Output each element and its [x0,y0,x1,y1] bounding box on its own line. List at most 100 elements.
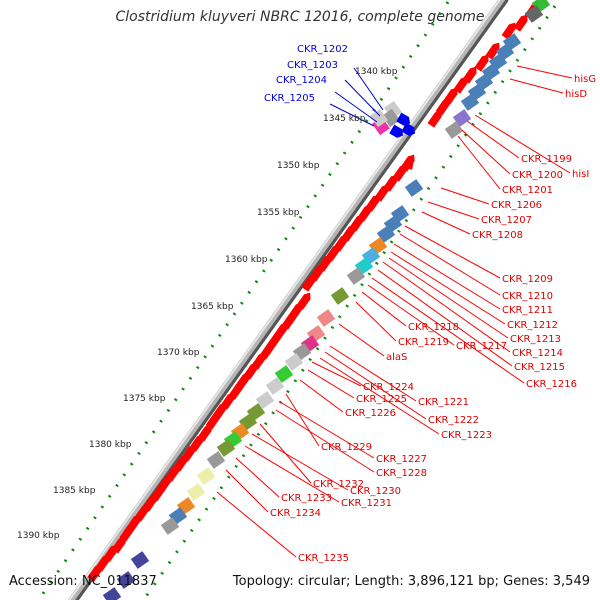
gene-label[interactable]: CKR_1205 [264,93,315,104]
scale-label: 1380 kbp [89,440,132,450]
reverse-gene-block [444,121,464,139]
label-leader-line [421,211,471,235]
label-leader-line [299,379,344,413]
reverse-gene-block [376,225,396,243]
gene-label[interactable]: CKR_1227 [376,454,427,465]
label-leader-line [319,357,440,435]
label-leader-line [225,469,269,513]
reverse-gene-block [346,267,366,285]
gene-label[interactable]: CKR_1232 [313,479,364,490]
reverse-strand-genes [102,0,551,600]
gene-label[interactable]: hisD [565,89,587,100]
label-leader-line [461,129,511,175]
forward-gene-arrow [427,110,442,128]
gene-label[interactable]: CKR_1200 [512,170,563,181]
gene-label[interactable]: CKR_1218 [408,322,459,333]
gene-label[interactable]: CKR_1204 [276,75,327,86]
gene-label[interactable]: CKR_1208 [472,230,523,241]
scale-label: 1350 kbp [277,161,320,171]
gene-label[interactable]: CKR_1215 [514,362,565,373]
label-leader-line [390,251,506,325]
gene-label[interactable]: CKR_1228 [376,468,427,479]
blue-gene-arrow [396,112,411,126]
gene-label[interactable]: CKR_1225 [356,394,407,405]
backbone-highlight [68,0,501,600]
gene-label[interactable]: CKR_1199 [521,154,572,165]
label-leader-line [251,433,349,491]
gene-label[interactable]: CKR_1234 [270,508,321,519]
scale-label: 1375 kbp [123,394,166,404]
gene-label[interactable]: CKR_1203 [287,60,338,71]
label-leader-line [388,257,509,339]
label-leader-line [329,103,375,127]
gene-label[interactable]: CKR_1211 [502,305,553,316]
label-leader-line [324,351,427,420]
blue-gene-arrow [389,124,404,138]
scale-label: 1345 kbp [323,114,366,124]
gene-label[interactable]: hisI [572,169,589,180]
reverse-gene-block [404,179,424,197]
gene-label[interactable]: CKR_1210 [502,291,553,302]
label-leader-lines [216,65,573,558]
gene-label[interactable]: CKR_1233 [281,493,332,504]
label-leader-line [307,369,355,399]
reverse-gene-block [452,109,472,127]
backbone [67,0,506,600]
label-leader-line [338,323,385,357]
label-leader-line [440,187,490,205]
label-leader-line [329,345,417,402]
gene-label[interactable]: CKR_1216 [526,379,577,390]
gene-label[interactable]: CKR_1207 [481,215,532,226]
label-leader-line [466,120,520,159]
reverse-gene-block [186,483,206,501]
label-leader-line [382,261,511,353]
reverse-gene-block [284,353,304,371]
label-leader-line [371,277,525,384]
forward-gene-arrow [474,54,489,72]
gene-label[interactable]: CKR_1229 [321,442,372,453]
label-leader-line [399,233,501,296]
gene-label[interactable]: alaS [386,352,407,363]
reverse-gene-block [524,5,544,23]
label-leader-line [367,284,455,346]
reverse-gene-block [102,587,122,600]
label-leader-line [311,361,362,387]
gene-label[interactable]: CKR_1213 [510,334,561,345]
accession-text: Accession: NC_011837 [9,574,157,589]
reverse-gene-block [116,571,136,589]
reverse-gene-block [160,517,180,535]
reverse-gene-block [330,287,350,305]
gene-label[interactable]: CKR_1231 [341,498,392,509]
label-leader-line [353,67,384,111]
gene-label[interactable]: CKR_1202 [297,44,348,55]
isolated-gene-block [384,100,402,120]
gene-label[interactable]: CKR_1206 [491,200,542,211]
label-leader-line [235,457,280,498]
gene-label[interactable]: hisG [574,74,596,85]
label-leader-line [361,291,407,327]
gene-label[interactable]: CKR_1219 [398,337,449,348]
gene-label[interactable]: CKR_1230 [350,486,401,497]
label-leader-line [279,401,375,459]
gene-label[interactable]: CKR_1223 [441,430,492,441]
gene-label[interactable]: CKR_1209 [502,274,553,285]
gene-label[interactable]: CKR_1217 [456,341,507,352]
gene-label[interactable]: CKR_1235 [298,553,349,564]
gene-label[interactable]: CKR_1201 [502,185,553,196]
gene-label[interactable]: CKR_1224 [363,382,414,393]
label-leader-line [275,409,375,473]
label-leader-line [244,445,340,503]
gene-label[interactable]: CKR_1214 [512,348,563,359]
genome-summary-text: Topology: circular; Length: 3,896,121 bp… [232,574,590,589]
isolated-gene-block [370,108,388,128]
label-leader-line [355,301,397,342]
label-leader-line [457,135,501,190]
blue-gene-arrow [401,122,416,136]
gene-label[interactable]: CKR_1221 [418,397,469,408]
label-leader-line [474,114,571,174]
scale-label: 1370 kbp [157,348,200,358]
gene-label[interactable]: CKR_1212 [507,320,558,331]
gene-label[interactable]: CKR_1222 [428,415,479,426]
gene-label[interactable]: CKR_1226 [345,408,396,419]
